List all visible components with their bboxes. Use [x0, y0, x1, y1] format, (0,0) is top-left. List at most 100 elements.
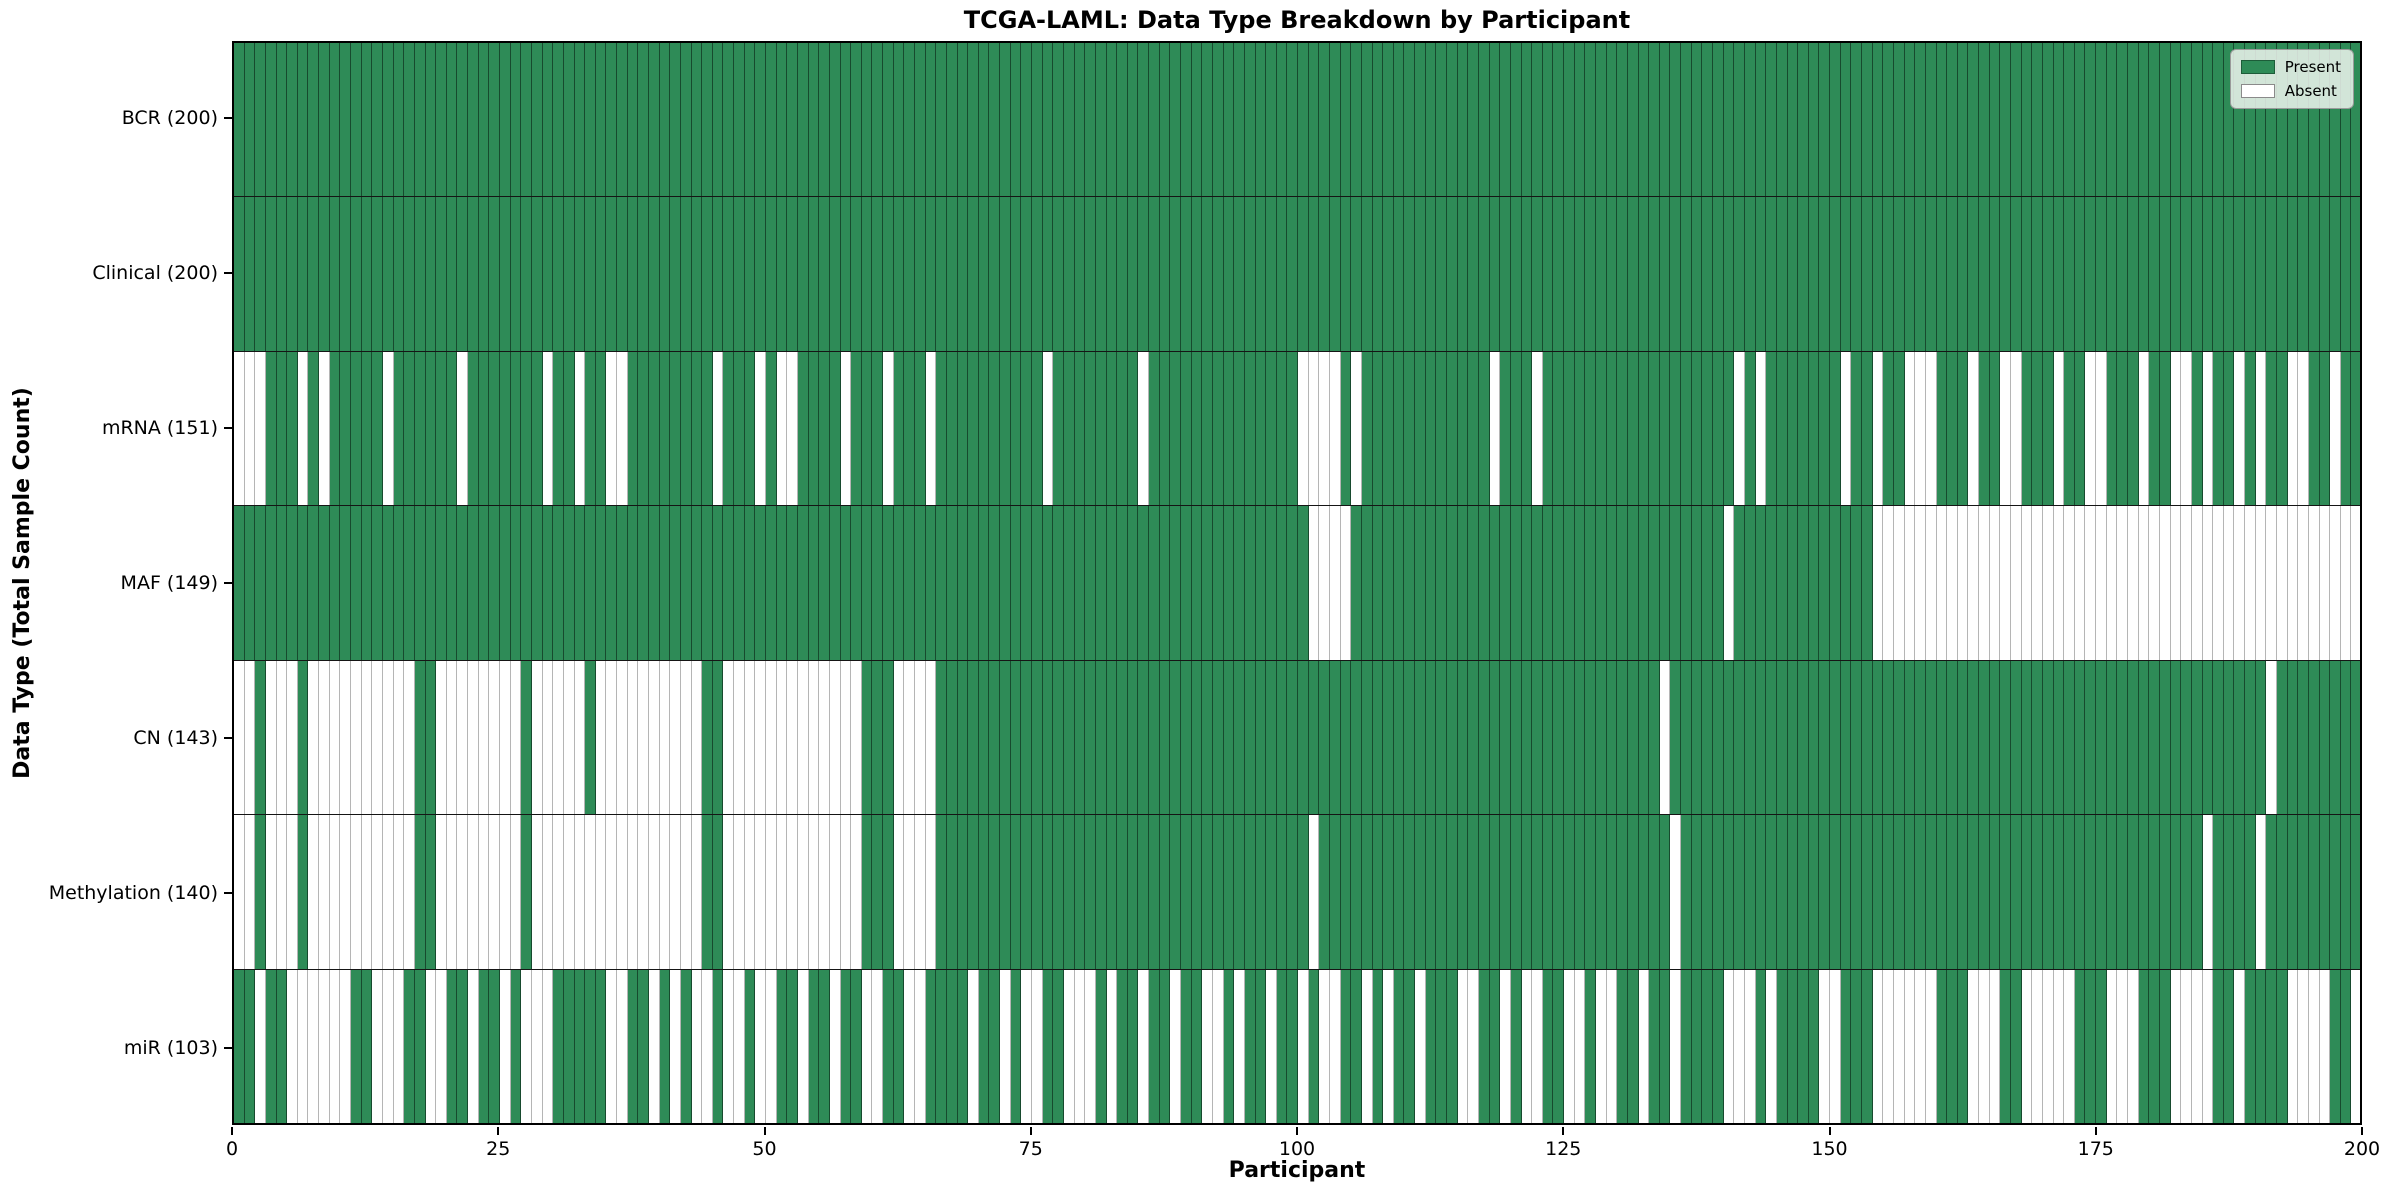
- heatmap-cell: [776, 197, 788, 351]
- heatmap-cell: [797, 815, 809, 969]
- heatmap-cell: [1415, 506, 1426, 660]
- heatmap-cell: [1415, 969, 1426, 1123]
- heatmap-cell: [1212, 969, 1224, 1123]
- heatmap-cell: [510, 43, 522, 197]
- heatmap-cell: [1191, 43, 1203, 197]
- heatmap-cell: [2340, 43, 2352, 197]
- heatmap-cell: [1553, 506, 1565, 660]
- heatmap-cell: [436, 43, 447, 197]
- heatmap-cell: [1979, 197, 1990, 351]
- heatmap-cell: [627, 43, 639, 197]
- heatmap-cell: [872, 43, 884, 197]
- heatmap-cell: [1021, 660, 1033, 815]
- heatmap-cell: [2202, 969, 2214, 1123]
- heatmap-cell: [1883, 197, 1894, 351]
- heatmap-cell: [1436, 43, 1448, 197]
- heatmap-cell: [723, 197, 735, 351]
- heatmap-cell: [1149, 660, 1160, 815]
- heatmap-cell: [1702, 506, 1714, 660]
- heatmap-cell: [851, 815, 862, 969]
- heatmap-cell: [1585, 506, 1596, 660]
- heatmap-cell: [1287, 351, 1299, 506]
- heatmap-cell: [1255, 815, 1267, 969]
- heatmap-cell: [1127, 815, 1139, 969]
- heatmap-cell: [436, 660, 447, 815]
- heatmap-cell: [829, 43, 841, 197]
- heatmap-cell: [457, 351, 469, 506]
- row-label-Methylation: Methylation (140): [48, 881, 218, 904]
- heatmap-cell: [319, 506, 330, 660]
- heatmap-cell: [989, 660, 1001, 815]
- x-tick-label: 50: [752, 1138, 777, 1160]
- heatmap-cell: [1883, 660, 1894, 815]
- heatmap-cell: [1904, 660, 1916, 815]
- heatmap-cell: [1042, 506, 1054, 660]
- heatmap-cell: [1415, 660, 1426, 815]
- heatmap-cell: [2117, 351, 2129, 506]
- heatmap-cell: [1468, 351, 1479, 506]
- heatmap-cell: [1532, 815, 1543, 969]
- row-label-Clinical: Clinical (200): [92, 262, 218, 285]
- heatmap-cell: [1713, 351, 1724, 506]
- heatmap-cell: [404, 660, 415, 815]
- heatmap-cell: [1202, 815, 1213, 969]
- heatmap-cell: [968, 969, 979, 1123]
- heatmap-cell: [1117, 815, 1128, 969]
- heatmap-cell: [1915, 43, 1926, 197]
- heatmap-cell: [553, 43, 564, 197]
- heatmap-cell: [1117, 43, 1128, 197]
- heatmap-cell: [893, 815, 905, 969]
- heatmap-cell: [351, 506, 362, 660]
- heatmap-cell: [1212, 43, 1224, 197]
- heatmap-cell: [808, 506, 820, 660]
- heatmap-cell: [1053, 969, 1064, 1123]
- heatmap-cell: [1127, 351, 1139, 506]
- heatmap-cell: [595, 969, 607, 1123]
- heatmap-cell: [436, 351, 447, 506]
- heatmap-cell: [2021, 660, 2033, 815]
- heatmap-cell: [1670, 969, 1682, 1123]
- heatmap-cell: [1010, 660, 1022, 815]
- heatmap-cell: [1670, 815, 1682, 969]
- heatmap-cell: [1425, 43, 1437, 197]
- heatmap-cell: [968, 43, 979, 197]
- heatmap-cell: [255, 197, 266, 351]
- heatmap-cell: [574, 197, 586, 351]
- heatmap-cell: [1840, 660, 1852, 815]
- heatmap-cell: [1000, 351, 1011, 506]
- heatmap-cell: [1723, 815, 1735, 969]
- heatmap-cell: [2298, 815, 2309, 969]
- heatmap-cell: [2266, 969, 2277, 1123]
- heatmap-cell: [2330, 815, 2341, 969]
- heatmap-cell: [1830, 197, 1841, 351]
- heatmap-cell: [2021, 815, 2033, 969]
- heatmap-cell: [1553, 43, 1565, 197]
- heatmap-cell: [872, 815, 884, 969]
- heatmap-cell: [372, 660, 383, 815]
- heatmap-cell: [1883, 815, 1894, 969]
- heatmap-cell: [2159, 969, 2171, 1123]
- x-tick-mark: [1562, 1127, 1565, 1135]
- heatmap-cell: [1957, 351, 1969, 506]
- heatmap-cell: [1744, 660, 1756, 815]
- heatmap-cell: [1095, 969, 1107, 1123]
- heatmap-cell: [819, 43, 830, 197]
- heatmap-cell: [2096, 43, 2107, 197]
- heatmap-cell: [1681, 43, 1692, 197]
- heatmap-cell: [1840, 969, 1852, 1123]
- heatmap-cell: [1234, 660, 1245, 815]
- heatmap-cell: [861, 43, 873, 197]
- heatmap-cell: [468, 197, 479, 351]
- heatmap-cell: [404, 43, 415, 197]
- heatmap-cell: [617, 351, 628, 506]
- heatmap-cell: [1702, 969, 1714, 1123]
- heatmap-cell: [329, 660, 341, 815]
- heatmap-cell: [1404, 351, 1416, 506]
- heatmap-cell: [702, 197, 713, 351]
- heatmap-cell: [1383, 197, 1394, 351]
- heatmap-cell: [382, 506, 394, 660]
- heatmap-cell: [1915, 351, 1926, 506]
- heatmap-cell: [883, 660, 894, 815]
- heatmap-cell: [1032, 969, 1043, 1123]
- heatmap-cell: [2170, 197, 2182, 351]
